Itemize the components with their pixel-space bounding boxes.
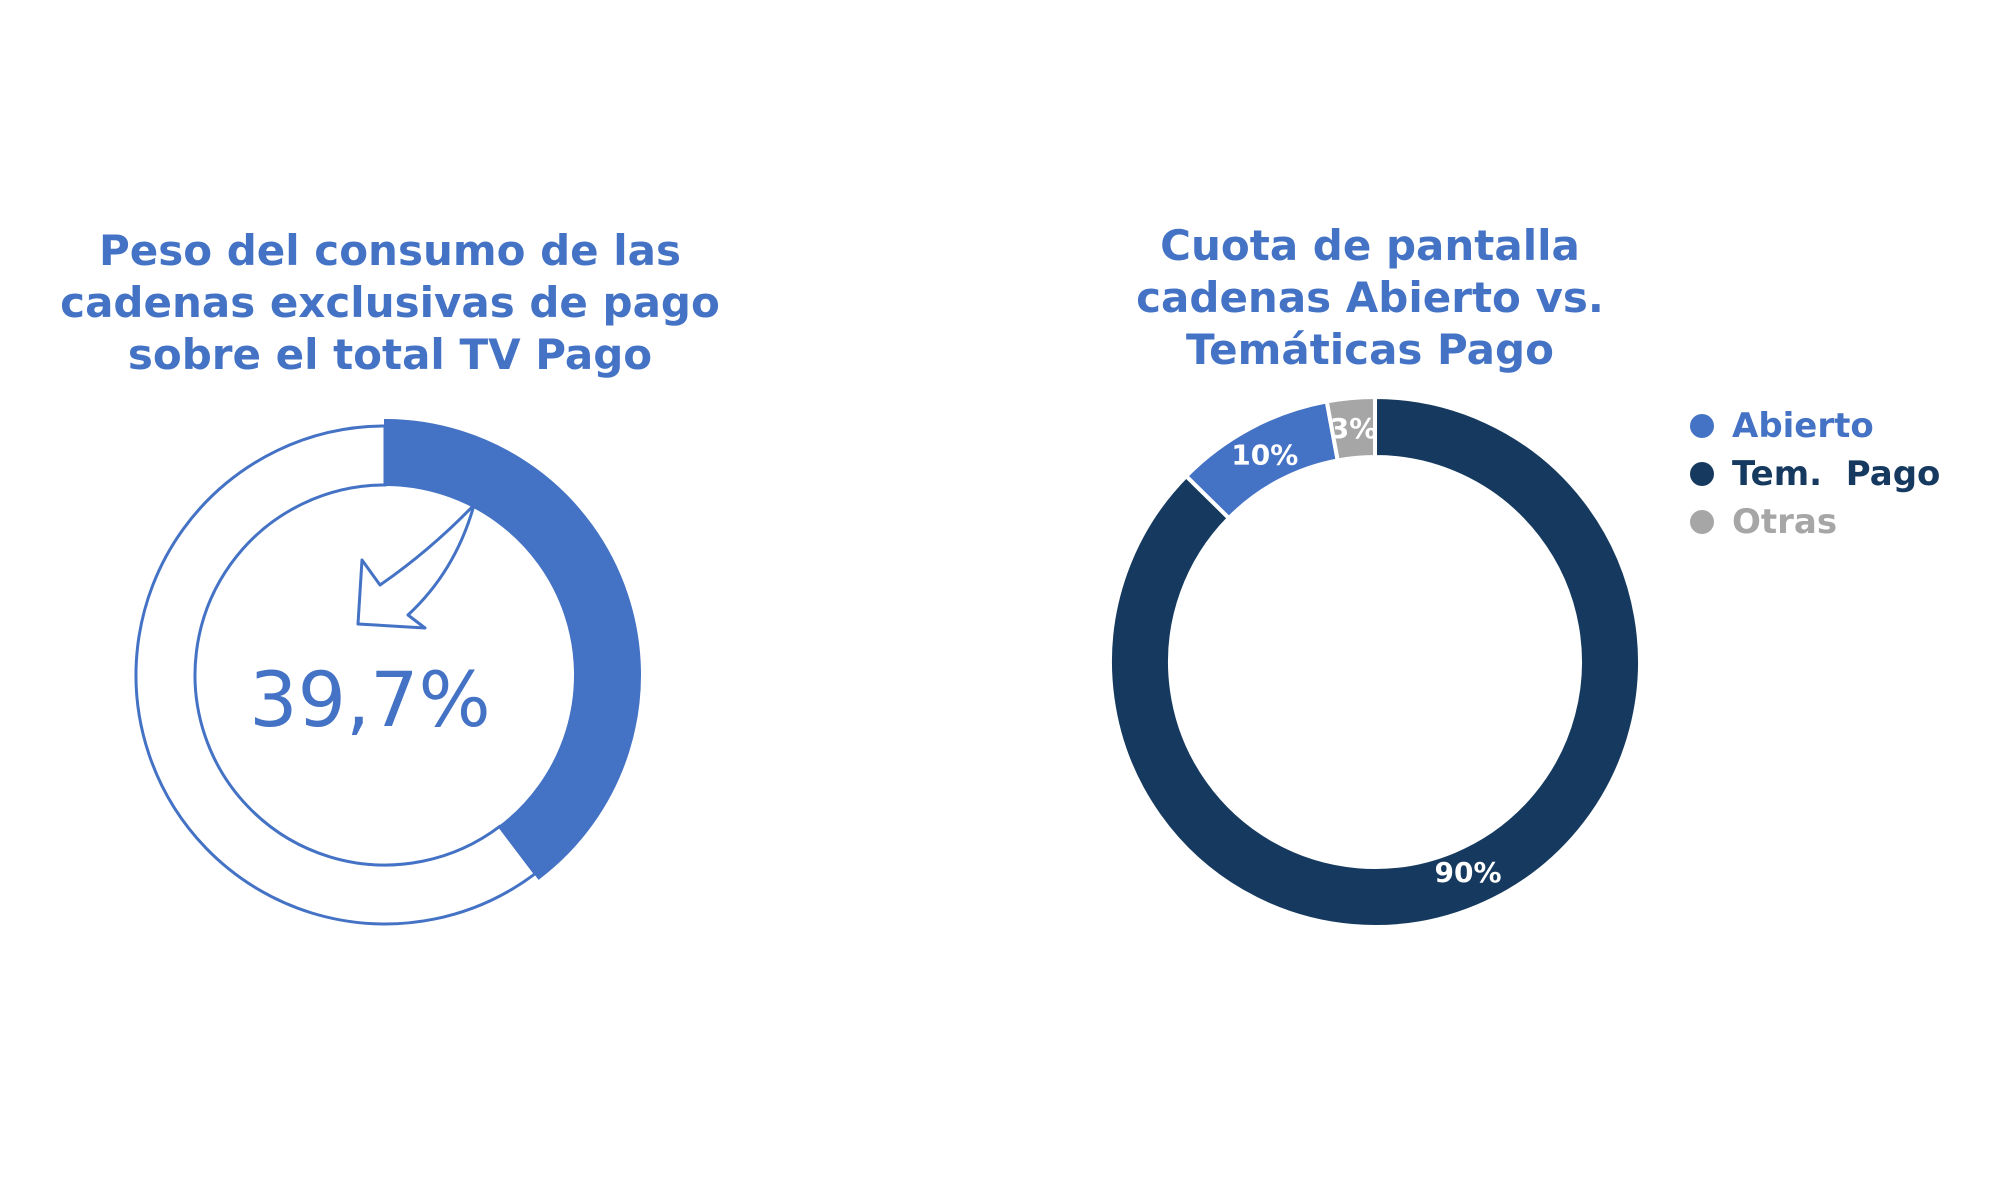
left-title-line-1: Peso del consumo de las xyxy=(98,226,681,275)
donut-slice-otras xyxy=(1324,394,1377,463)
gauge-value-label: 39,7% xyxy=(249,655,490,744)
legend-dot-abierto xyxy=(1690,414,1714,438)
gauge-track-outline xyxy=(134,424,538,926)
donut-label-tem-pago: 90% xyxy=(1434,856,1501,889)
right-chart-title: Cuota de pantalla cadenas Abierto vs. Te… xyxy=(1070,220,1670,376)
left-title-line-3: sobre el total TV Pago xyxy=(127,330,653,379)
gauge-value-arc xyxy=(384,418,641,880)
legend-item-abierto: Abierto xyxy=(1690,402,1940,450)
donut-legend: Abierto Tem. Pago Otras xyxy=(1690,402,1940,546)
legend-item-tem-pago: Tem. Pago xyxy=(1690,450,1940,498)
right-title-line-2: cadenas Abierto vs. xyxy=(1136,273,1604,322)
legend-label-abierto: Abierto xyxy=(1732,406,1874,446)
right-title-line-1: Cuota de pantalla xyxy=(1160,221,1580,270)
donut-slice-tem-pago xyxy=(1108,394,1642,929)
right-title-line-3: Temáticas Pago xyxy=(1186,325,1554,374)
left-title-line-2: cadenas exclusivas de pago xyxy=(60,278,720,327)
donut-label-abierto: 10% xyxy=(1231,438,1298,471)
left-chart-title: Peso del consumo de las cadenas exclusiv… xyxy=(20,225,760,381)
screen-share-donut: 90% 10% 3% xyxy=(1108,394,1642,929)
legend-label-otras: Otras xyxy=(1732,502,1838,542)
legend-item-otras: Otras xyxy=(1690,498,1940,546)
curved-arrow-icon xyxy=(356,503,476,630)
gauge-donut: 39,7% xyxy=(134,418,641,926)
legend-dot-tem-pago xyxy=(1690,462,1714,486)
legend-dot-otras xyxy=(1690,510,1714,534)
legend-label-tem-pago: Tem. Pago xyxy=(1732,454,1941,494)
donut-label-otras: 3% xyxy=(1330,412,1378,445)
